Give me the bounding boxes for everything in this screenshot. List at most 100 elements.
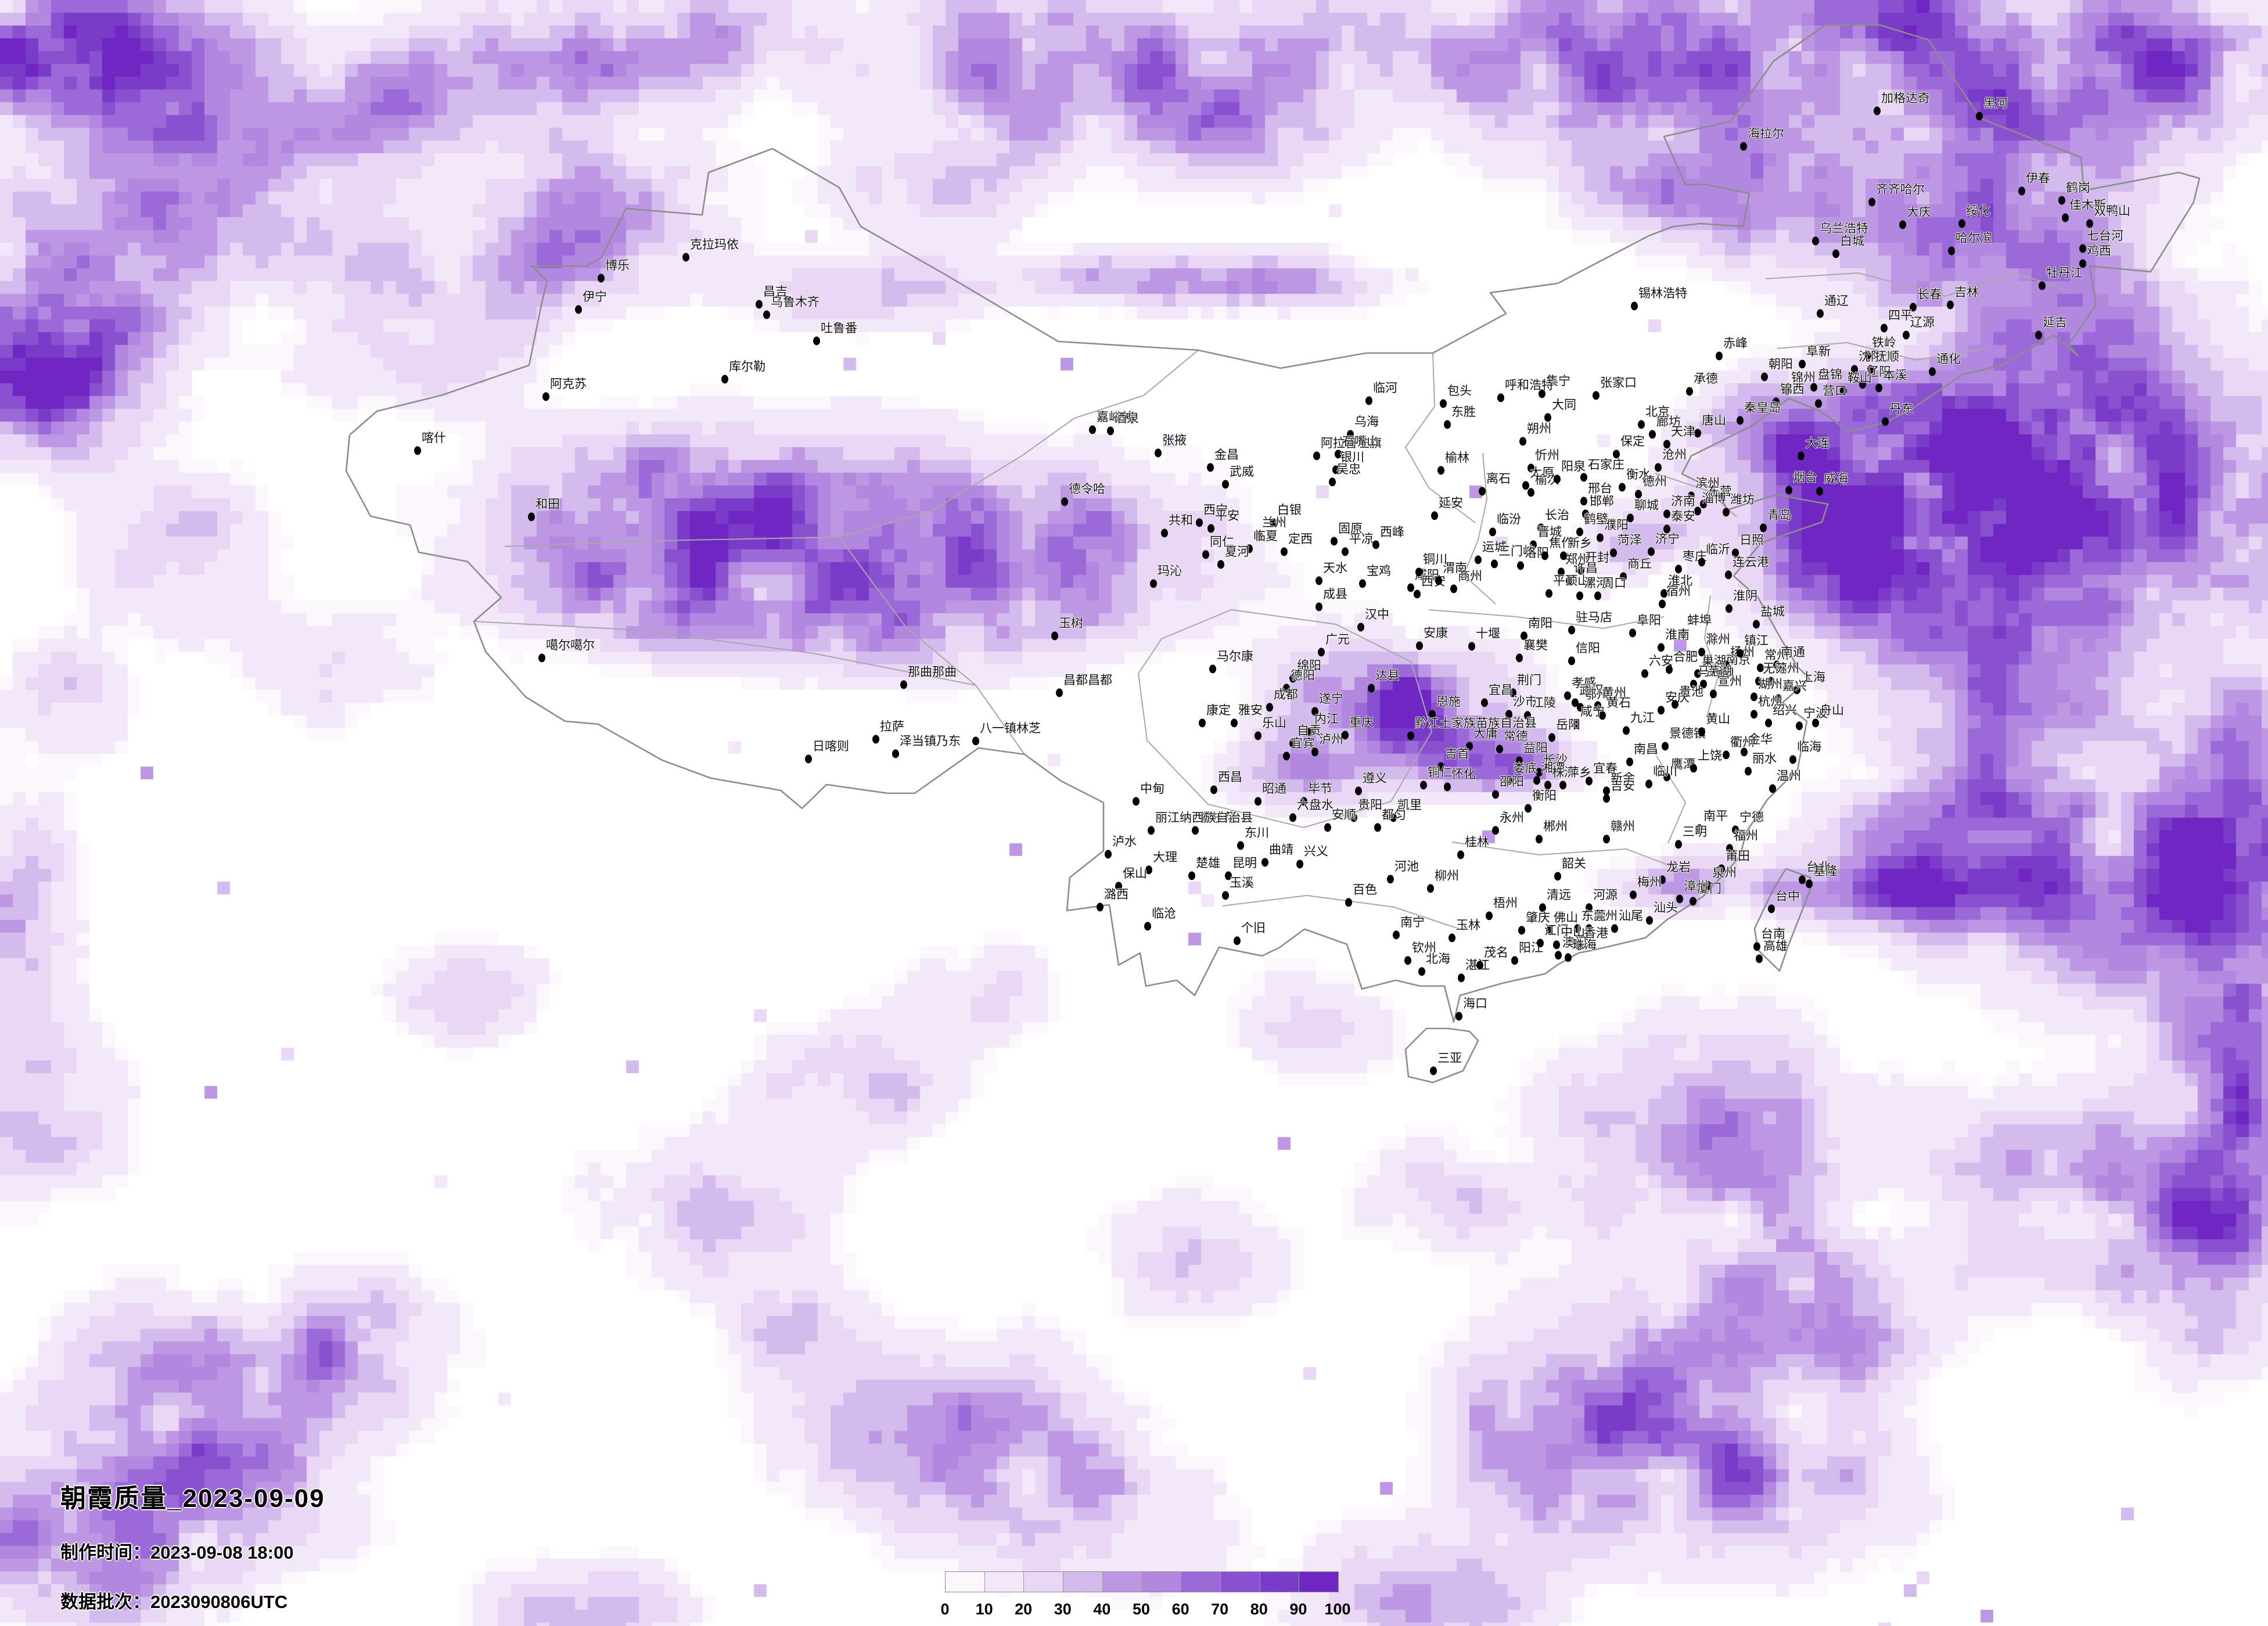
city-label: 阜新 [1806, 345, 1831, 358]
city-label: 台北 [1806, 861, 1831, 874]
city-label: 永州 [1500, 811, 1524, 825]
city-label: 铜川 [1423, 553, 1447, 566]
city-label: 锡林浩特 [1638, 287, 1687, 300]
city-dot-icon [1335, 449, 1342, 459]
city-dot-icon [1393, 930, 1400, 940]
city-dot-icon [2018, 186, 2025, 196]
city-dot-icon [1773, 660, 1780, 670]
city-dot-icon [1586, 903, 1593, 912]
city-label: 噶尔噶尔 [546, 639, 595, 652]
city-dot-icon [1761, 372, 1768, 382]
city-dot-icon [1948, 246, 1955, 256]
city-dot-icon [1261, 858, 1268, 867]
city-dot-icon [1686, 387, 1693, 396]
city-label: 绍兴 [1773, 704, 1797, 717]
legend-tick-label: 0 [940, 1600, 950, 1618]
city-dot-icon [1266, 703, 1273, 712]
city-dot-icon [1732, 548, 1739, 557]
city-dot-icon [1196, 518, 1203, 527]
city-dot-icon [1188, 871, 1195, 880]
city-dot-icon [1199, 718, 1206, 728]
city-dot-icon [1732, 825, 1739, 834]
city-label: 保山 [1123, 867, 1147, 880]
city-dot-icon [872, 735, 879, 744]
city-dot-icon [1662, 742, 1669, 751]
city-label: 河池 [1394, 860, 1419, 873]
city-dot-icon [1234, 936, 1241, 945]
city-label: 临河 [1373, 382, 1397, 395]
city-label: 厦门 [1697, 882, 1721, 895]
city-dot-icon [1554, 474, 1561, 484]
city-dot-icon [1832, 249, 1839, 258]
city-dot-icon [1222, 891, 1229, 900]
city-label: 成县 [1323, 588, 1347, 601]
city-dot-icon [756, 300, 763, 309]
city-dot-icon [1840, 386, 1847, 395]
city-dot-icon [1620, 572, 1627, 581]
city-dot-icon [1533, 776, 1540, 785]
city-label: 衡水 [1626, 468, 1651, 481]
city-label: 驻马店 [1576, 611, 1612, 624]
city-dot-icon [1192, 826, 1199, 835]
city-dot-icon [1881, 323, 1888, 333]
city-dot-icon [1767, 677, 1774, 686]
city-dot-icon [1593, 391, 1600, 400]
city-label: 东营 [1708, 485, 1732, 498]
city-dot-icon [1806, 879, 1813, 888]
city-label: 济宁 [1655, 533, 1680, 546]
legend-tick-labels: 0 10 20 30 40 50 60 70 80 90 100 [940, 1600, 1350, 1618]
city-label: 包头 [1447, 384, 1472, 398]
province-border-line [1428, 609, 1665, 629]
city-label: 平顶山 [1553, 574, 1590, 588]
city-label: 马鞍山 [1698, 665, 1734, 678]
city-label: 茂名 [1484, 946, 1508, 959]
city-dot-icon [763, 310, 770, 319]
city-label: 丽水 [1752, 752, 1777, 765]
city-label: 福州 [1734, 829, 1758, 843]
city-dot-icon [1554, 872, 1561, 881]
city-dot-icon [1311, 747, 1318, 757]
city-dot-icon [1899, 220, 1906, 229]
city-label: 鞍山 [1848, 372, 1872, 385]
city-label: 银川 [1340, 451, 1364, 464]
city-dot-icon [1155, 448, 1162, 458]
city-dot-icon [1753, 620, 1760, 629]
province-border-line [473, 621, 1025, 755]
city-label: 武威 [1230, 465, 1254, 479]
city-dot-icon [1415, 567, 1422, 577]
city-label: 楚雄 [1196, 857, 1220, 870]
city-dot-icon [1270, 518, 1277, 527]
city-dot-icon [1300, 797, 1307, 806]
city-dot-icon [1318, 647, 1325, 657]
city-label: 同仁 [1210, 535, 1234, 549]
city-label: 东莞 [1582, 909, 1606, 923]
city-dot-icon [1545, 589, 1552, 598]
city-label: 吐鲁番 [821, 322, 857, 335]
city-dot-icon [1281, 547, 1288, 556]
city-label: 东川 [1245, 826, 1269, 840]
city-label: 台中 [1775, 890, 1800, 903]
city-dot-icon [1719, 668, 1726, 677]
city-dot-icon [1558, 567, 1565, 577]
city-label: 商丘 [1627, 557, 1652, 571]
city-label: 怀化 [1451, 768, 1476, 781]
city-label: 舟山 [1820, 704, 1844, 717]
city-dot-icon [2079, 244, 2086, 253]
city-dot-icon [1817, 309, 1824, 318]
city-label: 滁州 [1706, 633, 1730, 646]
city-dot-icon [1359, 579, 1366, 588]
city-dot-icon [1745, 767, 1752, 776]
city-label: 鄂州 [1584, 688, 1609, 702]
city-label: 安康 [1424, 627, 1448, 640]
city-label: 晋城 [1537, 526, 1562, 539]
city-label: 共和 [1169, 514, 1193, 527]
city-label: 恩施 [1436, 695, 1461, 708]
city-dot-icon [1757, 663, 1764, 672]
city-dot-icon [1289, 674, 1296, 683]
city-dot-icon [1675, 840, 1682, 849]
city-dot-icon [1646, 916, 1653, 925]
city-label: 加格达奇 [1881, 92, 1930, 105]
city-dot-icon [1307, 727, 1314, 736]
city-label: 南宁 [1400, 916, 1425, 929]
city-label: 德令哈 [1069, 483, 1105, 496]
